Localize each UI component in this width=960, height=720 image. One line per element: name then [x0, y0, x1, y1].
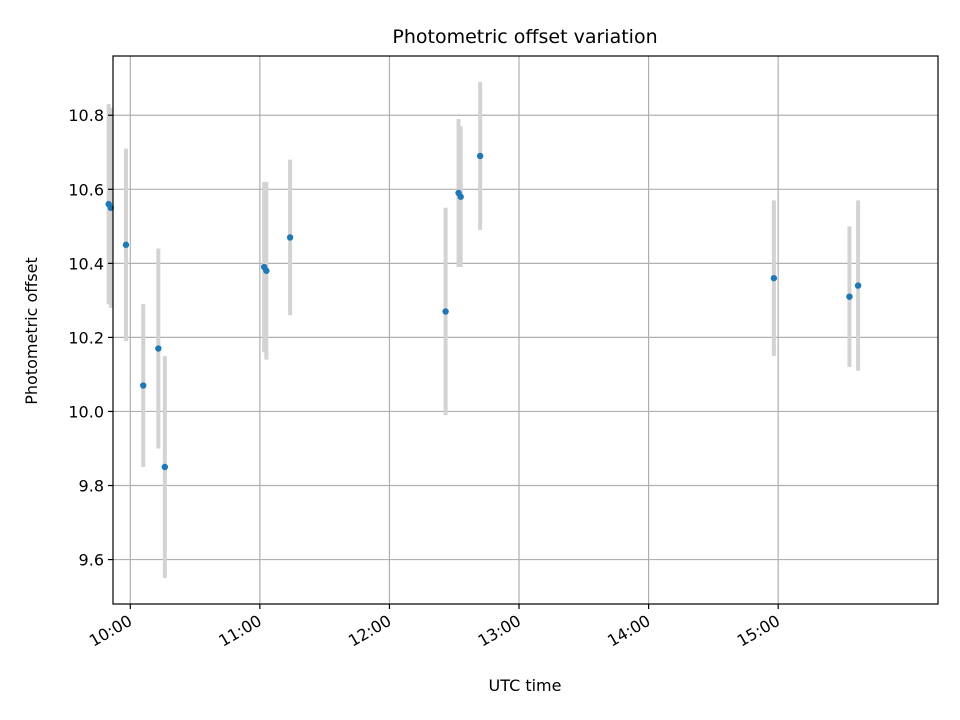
x-tick-label: 12:00: [345, 611, 394, 651]
data-point: [155, 345, 162, 352]
x-tick-label: 15:00: [734, 611, 783, 651]
y-tick-label: 10.6: [68, 180, 104, 199]
data-point: [161, 463, 169, 471]
y-axis-label: Photometric offset: [22, 257, 41, 405]
y-tick-label: 10.4: [68, 254, 104, 273]
x-tick-label: 10:00: [86, 611, 135, 651]
error-bars: [106, 81, 861, 579]
data-point: [476, 152, 484, 160]
data-point: [854, 282, 862, 289]
data-point: [846, 293, 853, 300]
data-point: [442, 308, 449, 315]
x-axis-ticks: 10:00 11:00 12:00 13:00 14:00 15:00: [86, 604, 783, 651]
plot-area-frame: [112, 55, 939, 605]
x-tick-label: 11:00: [215, 611, 264, 651]
x-tick-label: 14:00: [604, 611, 653, 651]
data-point: [140, 382, 147, 389]
y-axis-ticks: 9.6 9.8 10.0 10.2 10.4 10.6 10.8: [68, 106, 113, 570]
data-point: [263, 267, 270, 274]
data-point: [457, 193, 464, 200]
y-tick-label: 9.8: [79, 477, 104, 496]
y-tick-label: 10.0: [68, 402, 104, 421]
data-point: [122, 241, 130, 249]
data-points: [105, 152, 862, 471]
y-tick-label: 9.6: [79, 551, 104, 570]
data-point: [286, 234, 294, 241]
data-point: [770, 274, 778, 282]
y-tick-label: 10.8: [68, 106, 104, 125]
x-axis-label: UTC time: [489, 676, 562, 695]
y-tick-label: 10.2: [68, 328, 104, 347]
chart-title: Photometric offset variation: [392, 26, 657, 48]
grid: [113, 56, 938, 604]
x-tick-label: 13:00: [475, 611, 524, 651]
